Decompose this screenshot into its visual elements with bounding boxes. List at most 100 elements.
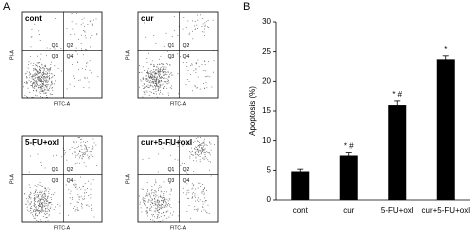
event-dot: [159, 72, 161, 73]
event-dot: [195, 71, 197, 73]
event-dot: [194, 193, 196, 195]
event-dot: [30, 85, 32, 86]
event-dot: [26, 77, 28, 79]
event-dot: [148, 199, 150, 201]
event-dot: [91, 210, 93, 212]
event-dot: [157, 86, 159, 88]
event-dot: [156, 78, 158, 80]
event-dot: [80, 155, 81, 157]
event-dot: [155, 86, 157, 87]
event-dot: [157, 80, 159, 82]
event-dot: [38, 77, 40, 78]
event-dot: [155, 80, 157, 82]
event-dot: [40, 71, 41, 73]
event-dot: [203, 70, 205, 71]
event-dot: [156, 209, 158, 211]
event-dot: [159, 209, 161, 210]
y-tick-label: 25: [262, 47, 271, 56]
event-dot: [178, 201, 180, 203]
event-dot: [41, 186, 43, 187]
event-dot: [154, 216, 155, 218]
event-dot: [39, 194, 41, 195]
event-dot: [30, 56, 32, 58]
event-dot: [85, 150, 87, 152]
event-dot: [74, 148, 76, 149]
event-dot: [54, 65, 56, 67]
event-dot: [47, 70, 49, 72]
event-dot: [197, 149, 199, 151]
event-dot: [158, 212, 160, 213]
event-dot: [38, 76, 40, 78]
event-dot: [210, 175, 212, 177]
event-dot: [188, 34, 190, 36]
event-dot: [204, 148, 206, 150]
event-dot: [150, 85, 152, 87]
event-dot: [145, 78, 147, 80]
event-dot: [200, 14, 201, 16]
event-dot: [158, 58, 160, 60]
event-dot: [158, 63, 160, 65]
event-dot: [84, 25, 85, 27]
event-dot: [32, 97, 34, 98]
event-dot: [154, 87, 156, 89]
event-dot: [73, 85, 75, 87]
event-dot: [158, 217, 160, 218]
event-dot: [185, 84, 187, 86]
event-dot: [203, 87, 205, 89]
event-dot: [78, 79, 80, 81]
event-dot: [44, 167, 46, 169]
x-axis-label: FITC-A: [54, 225, 71, 231]
event-dot: [48, 201, 50, 203]
event-dot: [163, 77, 165, 79]
event-dot: [148, 81, 150, 83]
event-dot: [166, 63, 168, 64]
event-dot: [81, 157, 83, 159]
event-dot: [168, 216, 170, 218]
event-dot: [44, 77, 46, 79]
event-dot: [40, 84, 42, 86]
event-dot: [89, 151, 91, 153]
event-dot: [202, 150, 204, 152]
event-dot: [44, 79, 46, 81]
event-dot: [40, 75, 42, 77]
event-dot: [192, 90, 193, 92]
event-dot: [38, 77, 40, 79]
event-dot: [88, 87, 90, 89]
event-dot: [44, 79, 45, 81]
event-dot: [145, 195, 147, 197]
event-dot: [29, 202, 31, 204]
event-dot: [197, 187, 199, 189]
event-dot: [38, 205, 40, 207]
event-dot: [47, 72, 48, 74]
event-dot: [79, 139, 81, 140]
event-dot: [45, 141, 47, 143]
event-dot: [194, 140, 196, 142]
event-dot: [33, 78, 35, 80]
event-dot: [42, 66, 44, 68]
event-dot: [165, 81, 167, 83]
event-dot: [149, 77, 151, 79]
event-dot: [206, 76, 208, 77]
event-dot: [202, 206, 203, 208]
event-dot: [46, 69, 48, 71]
event-dot: [159, 67, 161, 69]
event-dot: [194, 151, 196, 153]
event-dot: [81, 198, 83, 200]
event-dot: [27, 67, 29, 69]
event-dot: [148, 199, 150, 200]
event-dot: [150, 77, 152, 78]
event-dot: [42, 205, 44, 207]
event-dot: [160, 207, 162, 209]
event-dot: [195, 146, 197, 148]
event-dot: [192, 38, 194, 40]
event-dot: [153, 202, 155, 204]
event-dot: [188, 44, 190, 45]
event-dot: [41, 75, 43, 77]
event-dot: [186, 211, 188, 212]
event-dot: [31, 36, 33, 38]
event-dot: [83, 185, 85, 187]
event-dot: [159, 73, 161, 74]
event-dot: [199, 145, 201, 147]
event-dot: [158, 85, 160, 87]
event-dot: [41, 80, 43, 82]
